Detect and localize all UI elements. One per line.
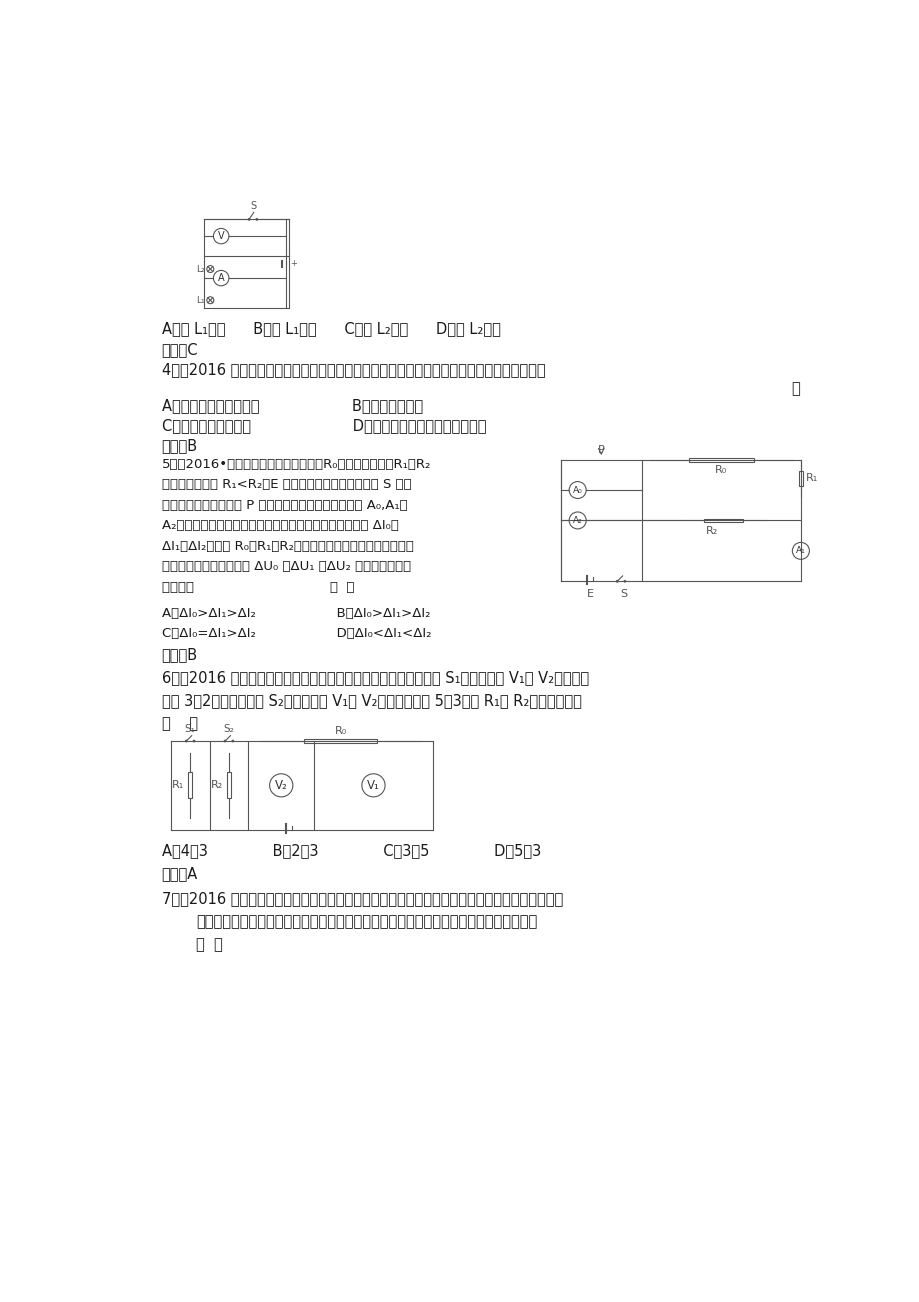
Text: A．灯 L₁开路      B．灯 L₁短路      C．灯 L₂开路      D．灯 L₂短路: A．灯 L₁开路 B．灯 L₁短路 C．灯 L₂开路 D．灯 L₂短路 <box>162 322 500 336</box>
Text: 7．（2016 泰安）热敏电阻的阻值是随环境温度的增大而减小的。要想设计一个通过电表示数反映: 7．（2016 泰安）热敏电阻的阻值是随环境温度的增大而减小的。要想设计一个通过… <box>162 891 562 906</box>
Text: V₂: V₂ <box>275 779 288 792</box>
Text: V₁: V₁ <box>367 779 380 792</box>
Text: 答案：B: 答案：B <box>162 647 198 663</box>
Bar <box>227 772 231 798</box>
Text: R₂: R₂ <box>705 526 717 536</box>
Text: S: S <box>620 589 627 599</box>
Text: ΔI₁、ΔI₂；电阻 R₀、R₁、R₂两端的电压也发生变化，其变化量: ΔI₁、ΔI₂；电阻 R₀、R₁、R₂两端的电压也发生变化，其变化量 <box>162 540 413 553</box>
Circle shape <box>186 741 187 742</box>
Bar <box>188 772 192 798</box>
Circle shape <box>624 581 625 582</box>
Circle shape <box>193 741 195 742</box>
Text: 6．（2016 达州）如图所示的电路中，电源电压不变，只闭合开关 S₁时，电压表 V₁与 V₂的示数之: 6．（2016 达州）如图所示的电路中，电源电压不变，只闭合开关 S₁时，电压表… <box>162 671 588 685</box>
Text: V: V <box>218 232 224 241</box>
Text: 4．（2016 自贡）下列课本中的实验在探究时都要反复进行多次，目的是为了减小误差的是（: 4．（2016 自贡）下列课本中的实验在探究时都要反复进行多次，目的是为了减小误… <box>162 362 545 376</box>
Circle shape <box>248 219 249 220</box>
Text: A．ΔI₀>ΔI₁>ΔI₂                   B．ΔI₀>ΔI₁>ΔI₂: A．ΔI₀>ΔI₁>ΔI₂ B．ΔI₀>ΔI₁>ΔI₂ <box>162 607 429 620</box>
Text: A．4：3              B．2：3              C．3：5              D．5：3: A．4：3 B．2：3 C．3：5 D．5：3 <box>162 844 540 858</box>
Text: 答案：B: 答案：B <box>162 437 198 453</box>
Text: S₂: S₂ <box>223 724 234 734</box>
Text: 正确的是                                （  ）: 正确的是 （ ） <box>162 581 354 594</box>
Text: 5．（2016•内江）如图所示的电路中，R₀为滑动变阻器，R₁、R₂: 5．（2016•内江）如图所示的电路中，R₀为滑动变阻器，R₁、R₂ <box>162 458 430 471</box>
Text: R₁: R₁ <box>805 474 818 483</box>
Circle shape <box>224 741 225 742</box>
Text: 答案：C: 答案：C <box>162 342 198 358</box>
Bar <box>688 458 753 461</box>
Text: R₀: R₀ <box>334 727 346 737</box>
Text: C．ΔI₀=ΔI₁>ΔI₂                   D．ΔI₀<ΔI₁<ΔI₂: C．ΔI₀=ΔI₁>ΔI₂ D．ΔI₀<ΔI₁<ΔI₂ <box>162 628 430 641</box>
Text: R₁: R₁ <box>172 780 184 790</box>
Bar <box>703 518 742 522</box>
Text: R₀: R₀ <box>715 465 727 475</box>
Text: L₂: L₂ <box>196 264 205 273</box>
Text: 比为 3：2，只闭合开关 S₂时，电压表 V₁与 V₂的示数之比为 5：3，则 R₁与 R₂的电阻之比为: 比为 3：2，只闭合开关 S₂时，电压表 V₁与 V₂的示数之比为 5：3，则 … <box>162 693 581 708</box>
Bar <box>798 471 802 486</box>
Text: 的大小（绝对值）分别为 ΔU₀ 、ΔU₁ 、ΔU₂ 。则下列说法中: 的大小（绝对值）分别为 ΔU₀ 、ΔU₁ 、ΔU₂ 。则下列说法中 <box>162 560 410 573</box>
Text: C．探究光的反射规律                      D．探究浮力大小与哪些因素有关: C．探究光的反射规律 D．探究浮力大小与哪些因素有关 <box>162 418 485 434</box>
Circle shape <box>616 581 618 582</box>
Text: （    ）: （ ） <box>162 716 198 732</box>
Text: A．探究杠杆的平衡条件                    B．伏安法测电阻: A．探究杠杆的平衡条件 B．伏安法测电阻 <box>162 398 422 413</box>
Text: A₁: A₁ <box>795 547 805 556</box>
Text: A₀: A₀ <box>573 486 582 495</box>
Text: ）: ） <box>790 381 799 396</box>
Text: 后，滑动变阻器的滑片 P 向右滑动时，流过三个电流表 A₀,A₁、: 后，滑动变阻器的滑片 P 向右滑动时，流过三个电流表 A₀,A₁、 <box>162 499 407 512</box>
Text: A₂的电流将发生变化，其变化量的大小（绝对值）分别为 ΔI₀、: A₂的电流将发生变化，其变化量的大小（绝对值）分别为 ΔI₀、 <box>162 519 398 533</box>
Text: A₂: A₂ <box>573 516 582 525</box>
Text: S: S <box>250 201 256 211</box>
Text: R₂: R₂ <box>210 780 222 790</box>
Text: 为定值电阻，且 R₁<R₂，E 为电压恒定的电源。当开关 S 闭合: 为定值电阻，且 R₁<R₂，E 为电压恒定的电源。当开关 S 闭合 <box>162 479 411 491</box>
Text: A: A <box>218 273 224 283</box>
Text: S₁: S₁ <box>185 724 196 734</box>
Text: P: P <box>597 445 604 454</box>
Bar <box>304 740 377 743</box>
Text: E: E <box>586 589 593 599</box>
Circle shape <box>255 219 257 220</box>
Text: L₁: L₁ <box>196 296 205 305</box>
Text: +: + <box>289 259 297 268</box>
Text: 答案：A: 答案：A <box>162 867 198 881</box>
Text: （  ）: （ ） <box>196 937 223 952</box>
Circle shape <box>232 741 233 742</box>
Text: 热敏电阻随环境温度变化的电路，要求温度升高时电表示数减小，以下电路符合要求的是: 热敏电阻随环境温度变化的电路，要求温度升高时电表示数减小，以下电路符合要求的是 <box>196 914 537 930</box>
